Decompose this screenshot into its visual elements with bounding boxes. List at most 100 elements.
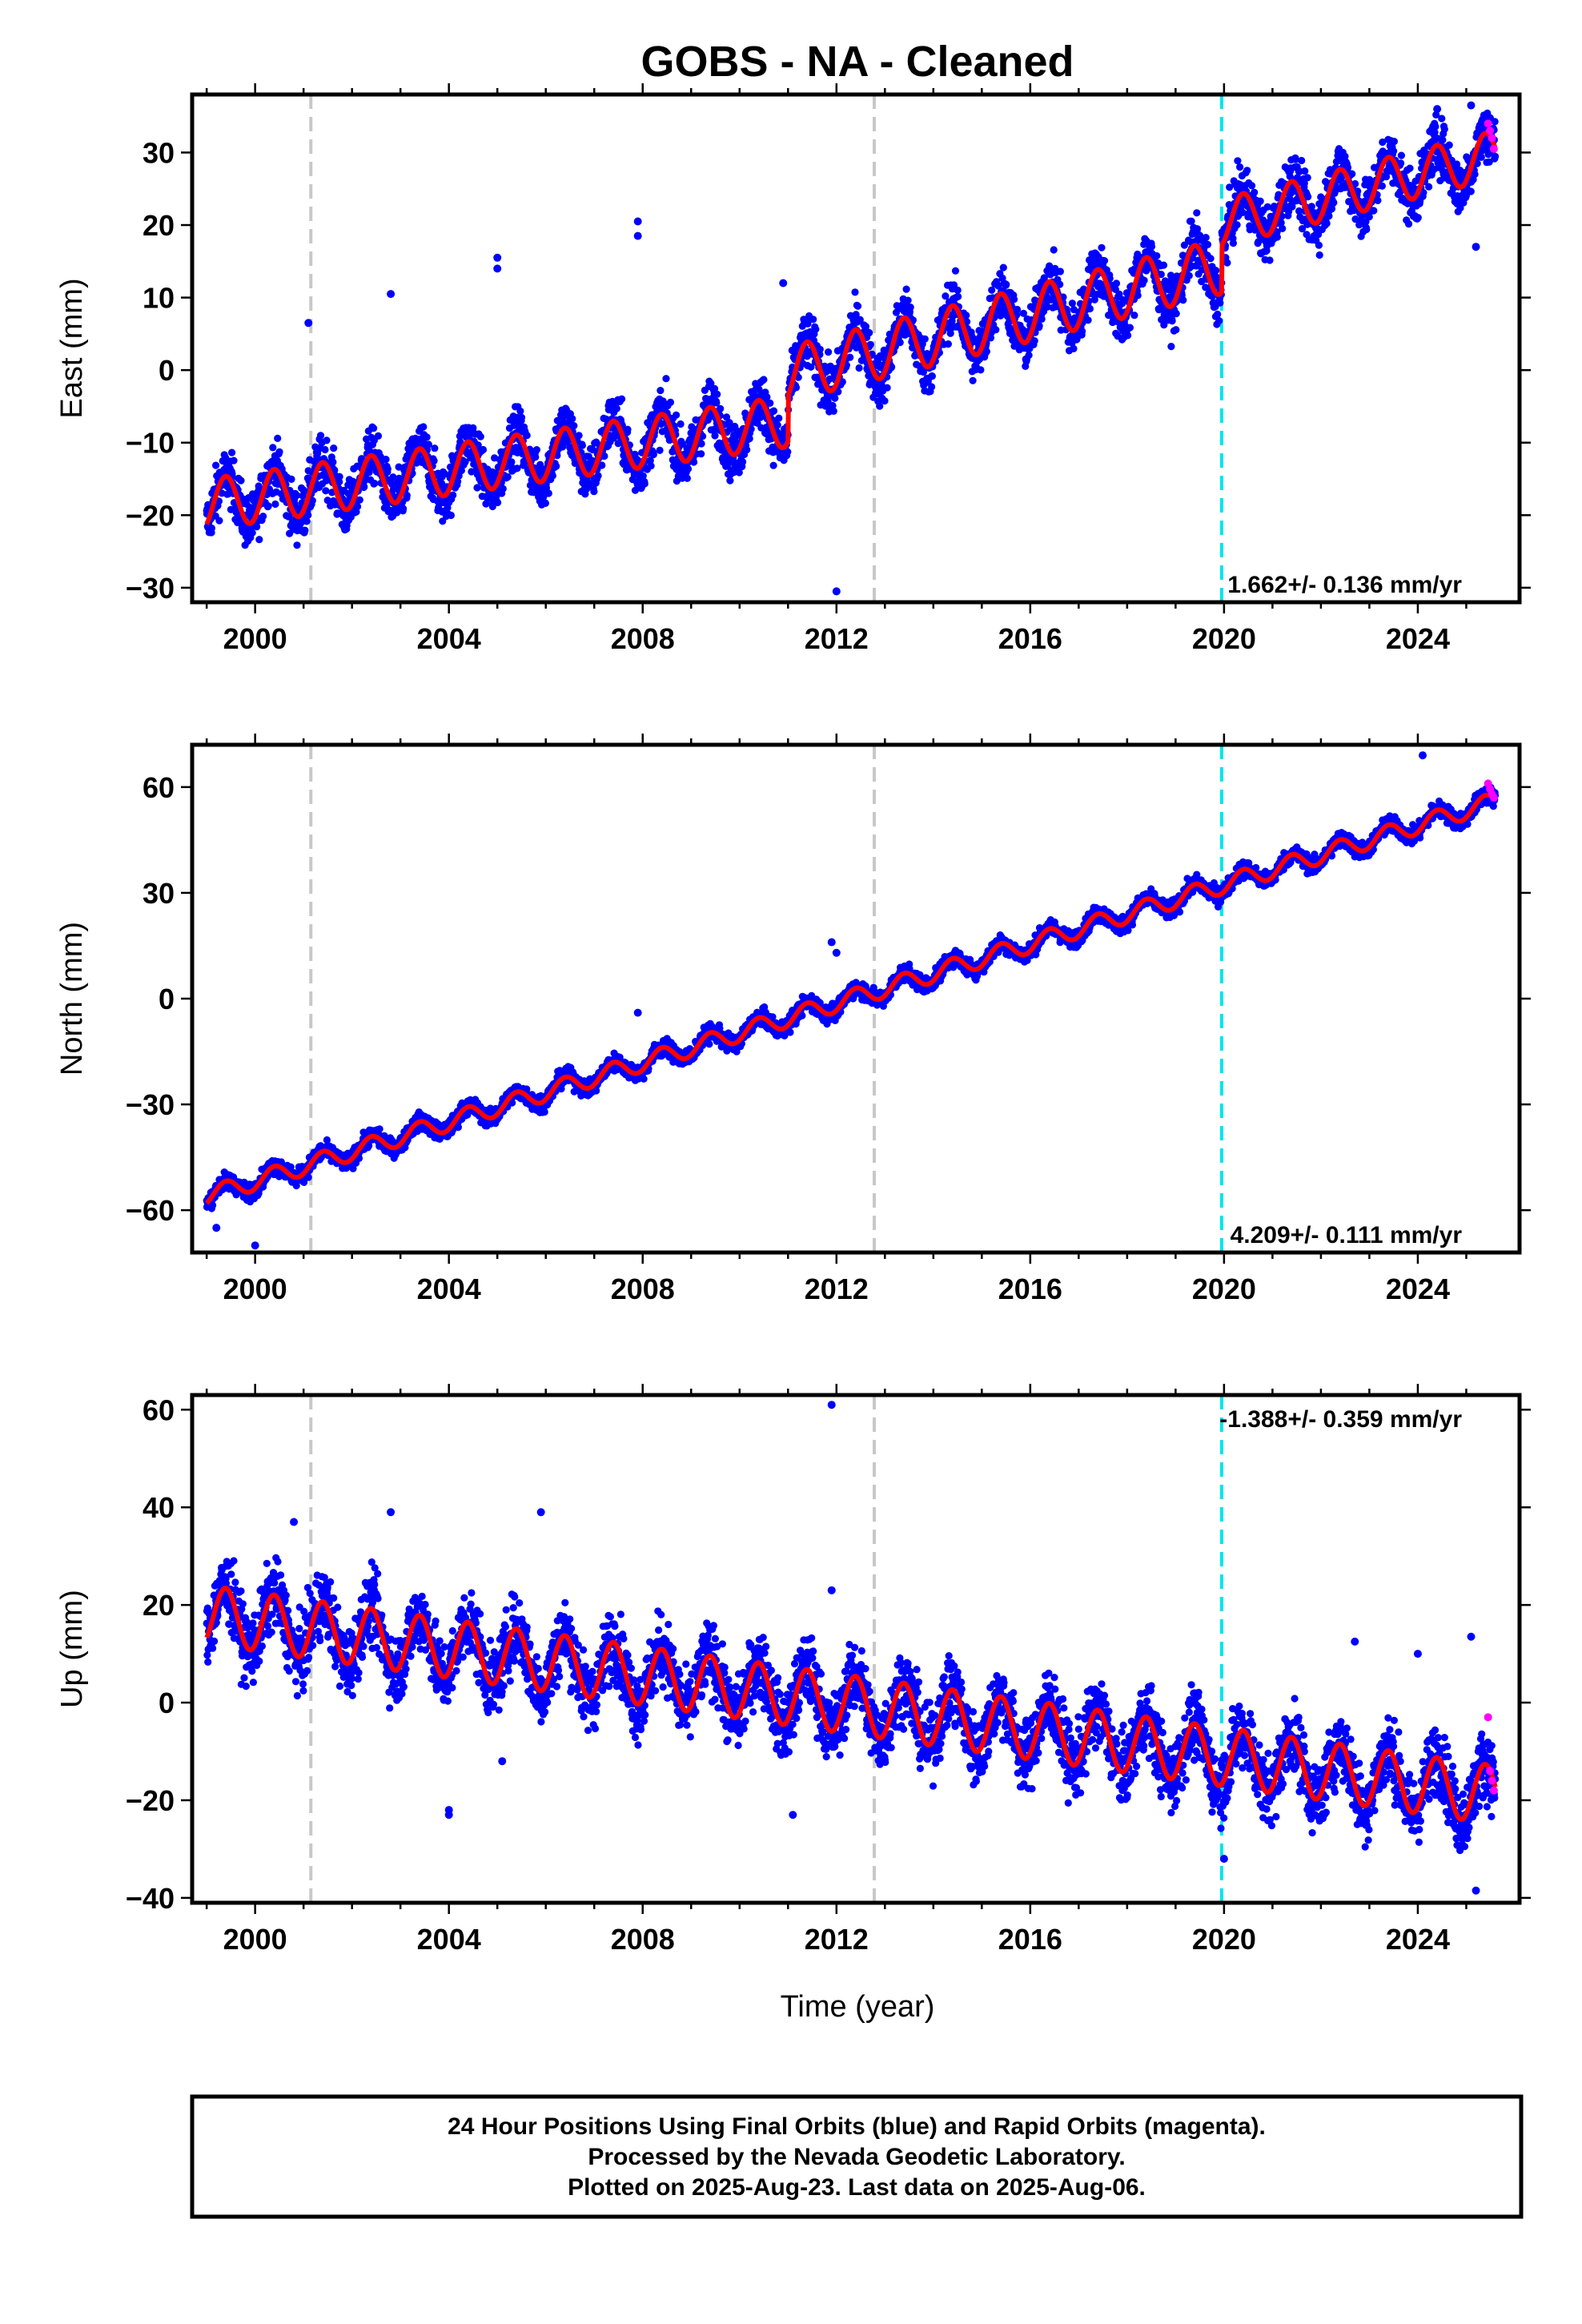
rapid-orbit-point [1488, 134, 1496, 143]
data-point [904, 296, 912, 304]
data-point [1056, 280, 1064, 288]
data-point [697, 440, 705, 448]
data-point [570, 422, 578, 430]
data-point [618, 395, 626, 403]
data-point [1256, 197, 1264, 205]
data-point [1214, 310, 1222, 318]
data-point [323, 436, 331, 444]
data-point [1014, 305, 1022, 314]
outlier-point [304, 319, 313, 328]
data-point [1419, 189, 1427, 197]
y-axis-title: East (mm) [55, 278, 89, 418]
data-point [954, 292, 962, 300]
data-point [423, 433, 431, 441]
data-point [807, 363, 815, 371]
data-point [476, 432, 484, 440]
data-point [647, 462, 655, 470]
data-point [255, 536, 263, 544]
x-tick-label: 2004 [417, 622, 481, 655]
data-point [1038, 315, 1046, 323]
data-point [1303, 174, 1311, 182]
data-point [1070, 344, 1078, 352]
outlier-point [633, 231, 642, 240]
data-point [598, 461, 606, 469]
data-point [430, 456, 438, 465]
data-point [482, 500, 490, 508]
data-point [301, 526, 309, 534]
data-point [677, 420, 685, 428]
data-point [928, 372, 936, 380]
rapid-orbit-point [1486, 127, 1495, 135]
plot-frame [190, 92, 1522, 605]
data-point [1301, 167, 1309, 175]
data-point [977, 366, 985, 374]
data-point [269, 444, 277, 452]
data-point [1084, 316, 1092, 324]
data-point [773, 421, 781, 429]
y-tick-label: 20 [143, 209, 175, 242]
data-point [855, 364, 863, 372]
x-tick-label: 2024 [1386, 622, 1450, 655]
data-point [308, 497, 316, 505]
data-point [624, 425, 632, 433]
data-point [853, 302, 862, 310]
data-point [454, 477, 462, 485]
data-point [1035, 322, 1043, 330]
data-point [921, 335, 929, 343]
data-point [1078, 328, 1086, 336]
data-point [1100, 257, 1109, 265]
outlier-point [832, 587, 841, 596]
data-point [1098, 243, 1106, 251]
data-point [1291, 155, 1299, 163]
data-point [1323, 219, 1331, 227]
data-point [1390, 147, 1398, 155]
data-point [457, 466, 466, 475]
data-point [323, 497, 331, 505]
data-point [942, 292, 950, 300]
data-point [649, 451, 657, 459]
outlier-point [779, 279, 788, 287]
data-point [766, 399, 774, 407]
data-point [1315, 251, 1323, 259]
data-point [1330, 199, 1338, 207]
data-point [1374, 196, 1382, 204]
data-point [600, 452, 608, 460]
data-point [763, 393, 771, 401]
data-point [248, 529, 256, 537]
data-point [743, 446, 751, 454]
data-point [760, 376, 768, 384]
data-point [1485, 158, 1493, 166]
data-point [1471, 171, 1479, 179]
data-point [866, 340, 874, 348]
data-point [513, 464, 521, 472]
data-point [1124, 332, 1132, 340]
data-point [1378, 182, 1386, 190]
data-point [612, 404, 620, 412]
panels-layer: 2000 2004 2008 2012 2016 2020 2024−30−20−10010… [55, 83, 1531, 1956]
x-tick-label: 2020 [1192, 622, 1256, 655]
x-tick-label: 2008 [611, 622, 675, 655]
data-point [1365, 213, 1373, 221]
outlier-point [1472, 243, 1480, 251]
data-point [400, 505, 408, 513]
data-point [876, 402, 884, 410]
data-point [544, 489, 552, 497]
data-point [906, 304, 914, 312]
data-point [516, 407, 524, 415]
data-point [532, 453, 540, 461]
data-point [1193, 225, 1202, 233]
data-point [812, 325, 820, 333]
data-point [355, 496, 363, 504]
data-point [1473, 159, 1481, 167]
data-point [946, 329, 954, 337]
data-point [335, 478, 343, 486]
data-point [829, 407, 837, 415]
outlier-point [493, 253, 502, 262]
data-point [707, 380, 715, 388]
data-point [1263, 203, 1271, 211]
outlier-point [493, 264, 502, 273]
data-point [1086, 304, 1094, 313]
data-point [673, 411, 681, 419]
data-point [699, 432, 707, 440]
